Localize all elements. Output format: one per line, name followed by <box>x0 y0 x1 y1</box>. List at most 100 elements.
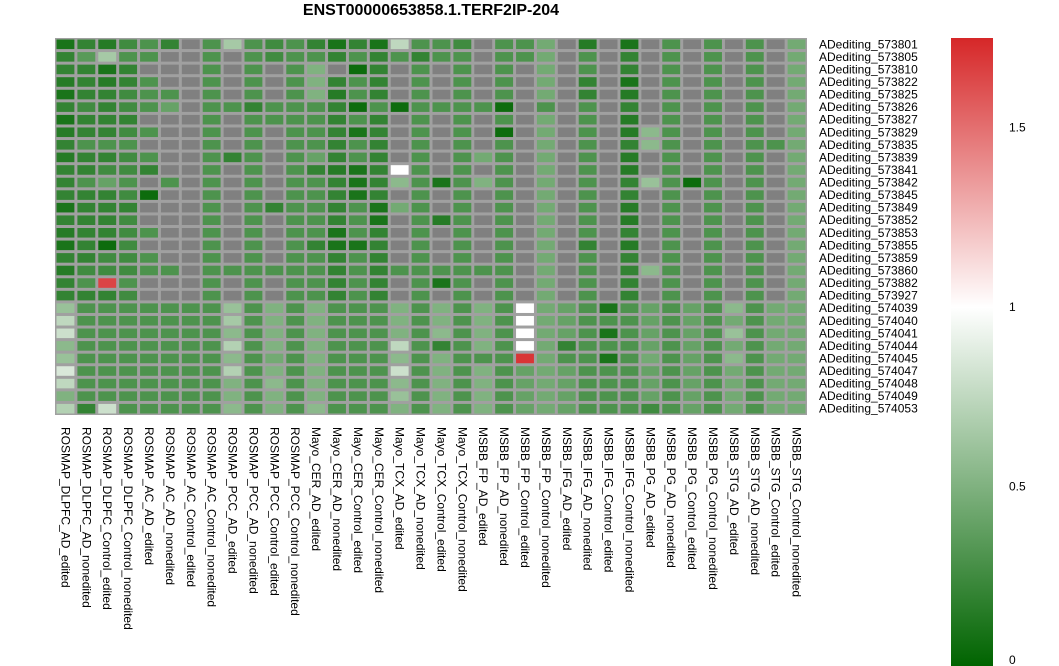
heatmap-cell <box>724 215 743 225</box>
heatmap-cell <box>787 202 806 213</box>
heatmap-cell <box>704 378 722 389</box>
heatmap-cell <box>557 253 576 263</box>
heatmap-cell <box>181 228 200 238</box>
heatmap-cell <box>557 77 576 87</box>
heatmap-cell <box>745 228 764 238</box>
colorbar-tick-label: 0.5 <box>1009 480 1026 494</box>
heatmap-cell <box>745 127 764 138</box>
heatmap-cell <box>599 341 618 351</box>
column-label: ROSMAP_PCC_Control_nonedited <box>288 427 302 616</box>
heatmap-cell <box>662 353 681 364</box>
row-label: ADediting_573810 <box>819 62 918 76</box>
heatmap-cell <box>474 228 493 238</box>
heatmap-cell <box>202 253 221 263</box>
heatmap-cell <box>160 39 179 50</box>
heatmap-cell <box>98 265 117 276</box>
row-label: ADediting_573859 <box>819 251 918 265</box>
heatmap-cell <box>745 190 764 200</box>
column-label: MSBB_FP_AD_edited <box>476 427 490 546</box>
heatmap-cell <box>202 353 221 364</box>
heatmap-cell <box>745 328 764 339</box>
heatmap-cell <box>56 290 75 301</box>
heatmap-cell <box>411 39 430 50</box>
heatmap-cell <box>620 278 639 288</box>
heatmap-cell <box>536 403 555 414</box>
heatmap-cell <box>181 366 200 376</box>
heatmap-cell <box>390 303 409 313</box>
heatmap-cell <box>98 102 117 112</box>
heatmap-cell <box>244 303 263 313</box>
heatmap-cell <box>495 290 514 301</box>
heatmap-cell <box>411 341 430 351</box>
heatmap-cell <box>766 190 785 200</box>
heatmap-cell <box>766 378 785 389</box>
heatmap-cell <box>369 378 388 389</box>
heatmap-cell <box>620 52 639 62</box>
heatmap-cell <box>307 127 326 138</box>
heatmap-cell <box>369 315 388 326</box>
heatmap-cell <box>160 341 179 351</box>
heatmap-cell <box>557 190 576 200</box>
heatmap-cell <box>286 240 305 251</box>
heatmap-cell <box>98 114 117 125</box>
heatmap-cell <box>56 366 75 376</box>
heatmap-background <box>55 38 807 415</box>
heatmap-cell <box>641 114 660 125</box>
column-label: Mayo_TCX_AD_edited <box>393 427 407 550</box>
heatmap-cell <box>369 215 388 225</box>
heatmap-cell <box>787 403 806 414</box>
heatmap-cell <box>160 127 179 138</box>
heatmap-cell <box>56 52 75 62</box>
column-label: MSBB_FP_Control_nonedited <box>539 427 553 588</box>
heatmap-cell <box>745 303 764 313</box>
heatmap-cell <box>453 315 472 326</box>
heatmap-cell <box>599 52 618 62</box>
heatmap-cell <box>536 315 555 326</box>
heatmap-cell <box>578 190 597 200</box>
heatmap-cell <box>286 102 305 112</box>
heatmap-cell <box>745 152 764 163</box>
heatmap-cell <box>348 240 367 251</box>
column-label: MSBB_IFG_AD_nonedited <box>581 427 595 570</box>
heatmap-cell <box>244 378 263 389</box>
heatmap-cell <box>516 215 534 225</box>
heatmap-cell <box>181 353 200 364</box>
heatmap-cell <box>453 341 472 351</box>
row-label: ADediting_574045 <box>819 351 918 365</box>
heatmap-cell <box>453 378 472 389</box>
heatmap-cell <box>704 52 722 62</box>
heatmap-cell <box>787 341 806 351</box>
heatmap-cell <box>578 228 597 238</box>
heatmap-cell <box>787 278 806 288</box>
heatmap-cell <box>495 328 514 339</box>
heatmap-cell <box>119 127 138 138</box>
heatmap-cell <box>704 140 722 150</box>
heatmap-cell <box>390 114 409 125</box>
heatmap-cell <box>369 102 388 112</box>
heatmap-cell <box>432 265 451 276</box>
heatmap-cell <box>557 39 576 50</box>
heatmap-cell <box>766 202 785 213</box>
heatmap-cell <box>223 52 242 62</box>
heatmap-cell <box>724 102 743 112</box>
heatmap-cell <box>119 64 138 75</box>
heatmap-cell <box>181 391 200 401</box>
heatmap-cell <box>56 341 75 351</box>
heatmap-cell <box>766 240 785 251</box>
heatmap-cell <box>140 303 158 313</box>
heatmap-cell <box>369 303 388 313</box>
heatmap-cell <box>98 140 117 150</box>
heatmap-cell <box>411 127 430 138</box>
heatmap-cell <box>286 341 305 351</box>
heatmap-cell <box>557 278 576 288</box>
heatmap-cell <box>599 102 618 112</box>
heatmap-cell <box>578 403 597 414</box>
heatmap-cell <box>662 114 681 125</box>
heatmap-cell <box>787 77 806 87</box>
heatmap-cell <box>98 64 117 75</box>
heatmap-cell <box>516 353 534 364</box>
heatmap-cell <box>307 228 326 238</box>
heatmap-cell <box>599 190 618 200</box>
heatmap-cell <box>77 140 96 150</box>
row-label: ADediting_574049 <box>819 389 918 403</box>
